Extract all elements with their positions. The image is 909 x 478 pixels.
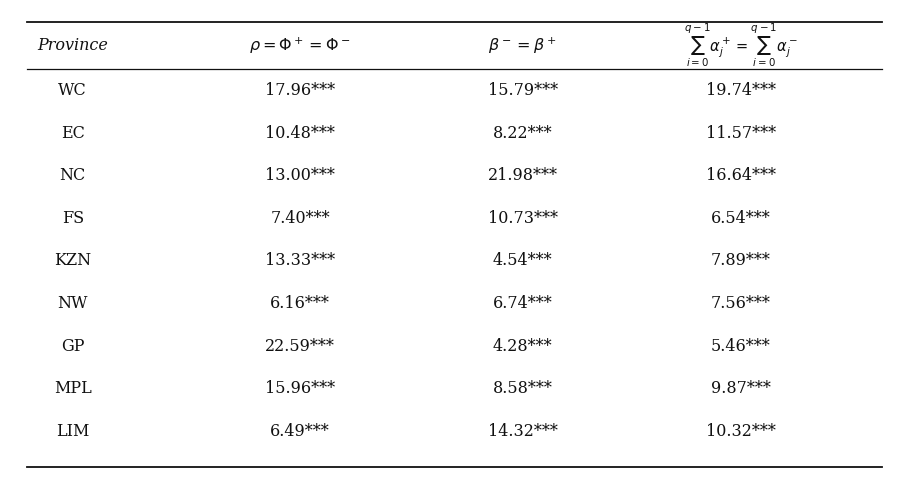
Text: 16.64***: 16.64*** [705,167,776,185]
Text: MPL: MPL [54,380,92,397]
Text: 15.96***: 15.96*** [265,380,335,397]
Text: 6.74***: 6.74*** [493,295,553,312]
Text: $\sum_{i=0}^{q-1} \alpha_j^+=\sum_{i=0}^{q-1} \alpha_j^-$: $\sum_{i=0}^{q-1} \alpha_j^+=\sum_{i=0}^… [684,22,798,69]
Text: $\beta^- = \beta^+$: $\beta^- = \beta^+$ [488,35,557,55]
Text: NW: NW [57,295,88,312]
Text: EC: EC [61,125,85,142]
Text: 13.33***: 13.33*** [265,252,335,270]
Text: 8.22***: 8.22*** [493,125,553,142]
Text: 11.57***: 11.57*** [705,125,776,142]
Text: 6.16***: 6.16*** [270,295,330,312]
Text: 14.32***: 14.32*** [488,423,557,440]
Text: KZN: KZN [55,252,91,270]
Text: 13.00***: 13.00*** [265,167,335,185]
Text: 10.48***: 10.48*** [265,125,335,142]
Text: 17.96***: 17.96*** [265,82,335,99]
Text: $\rho = \Phi^+ = \Phi^-$: $\rho = \Phi^+ = \Phi^-$ [249,35,351,55]
Text: 7.56***: 7.56*** [711,295,771,312]
Text: 6.54***: 6.54*** [711,210,771,227]
Text: FS: FS [62,210,84,227]
Text: 9.87***: 9.87*** [711,380,771,397]
Text: 15.79***: 15.79*** [487,82,558,99]
Text: 19.74***: 19.74*** [705,82,776,99]
Text: 8.58***: 8.58*** [493,380,553,397]
Text: 4.28***: 4.28*** [493,337,553,355]
Text: 7.40***: 7.40*** [270,210,330,227]
Text: 4.54***: 4.54*** [493,252,553,270]
Text: 5.46***: 5.46*** [711,337,771,355]
Text: 22.59***: 22.59*** [265,337,335,355]
Text: 10.32***: 10.32*** [706,423,775,440]
Text: 21.98***: 21.98*** [487,167,558,185]
Text: 10.73***: 10.73*** [487,210,558,227]
Text: NC: NC [60,167,85,185]
Text: WC: WC [58,82,87,99]
Text: 6.49***: 6.49*** [270,423,330,440]
Text: 7.89***: 7.89*** [711,252,771,270]
Text: GP: GP [61,337,85,355]
Text: LIM: LIM [56,423,89,440]
Text: Province: Province [37,37,108,54]
